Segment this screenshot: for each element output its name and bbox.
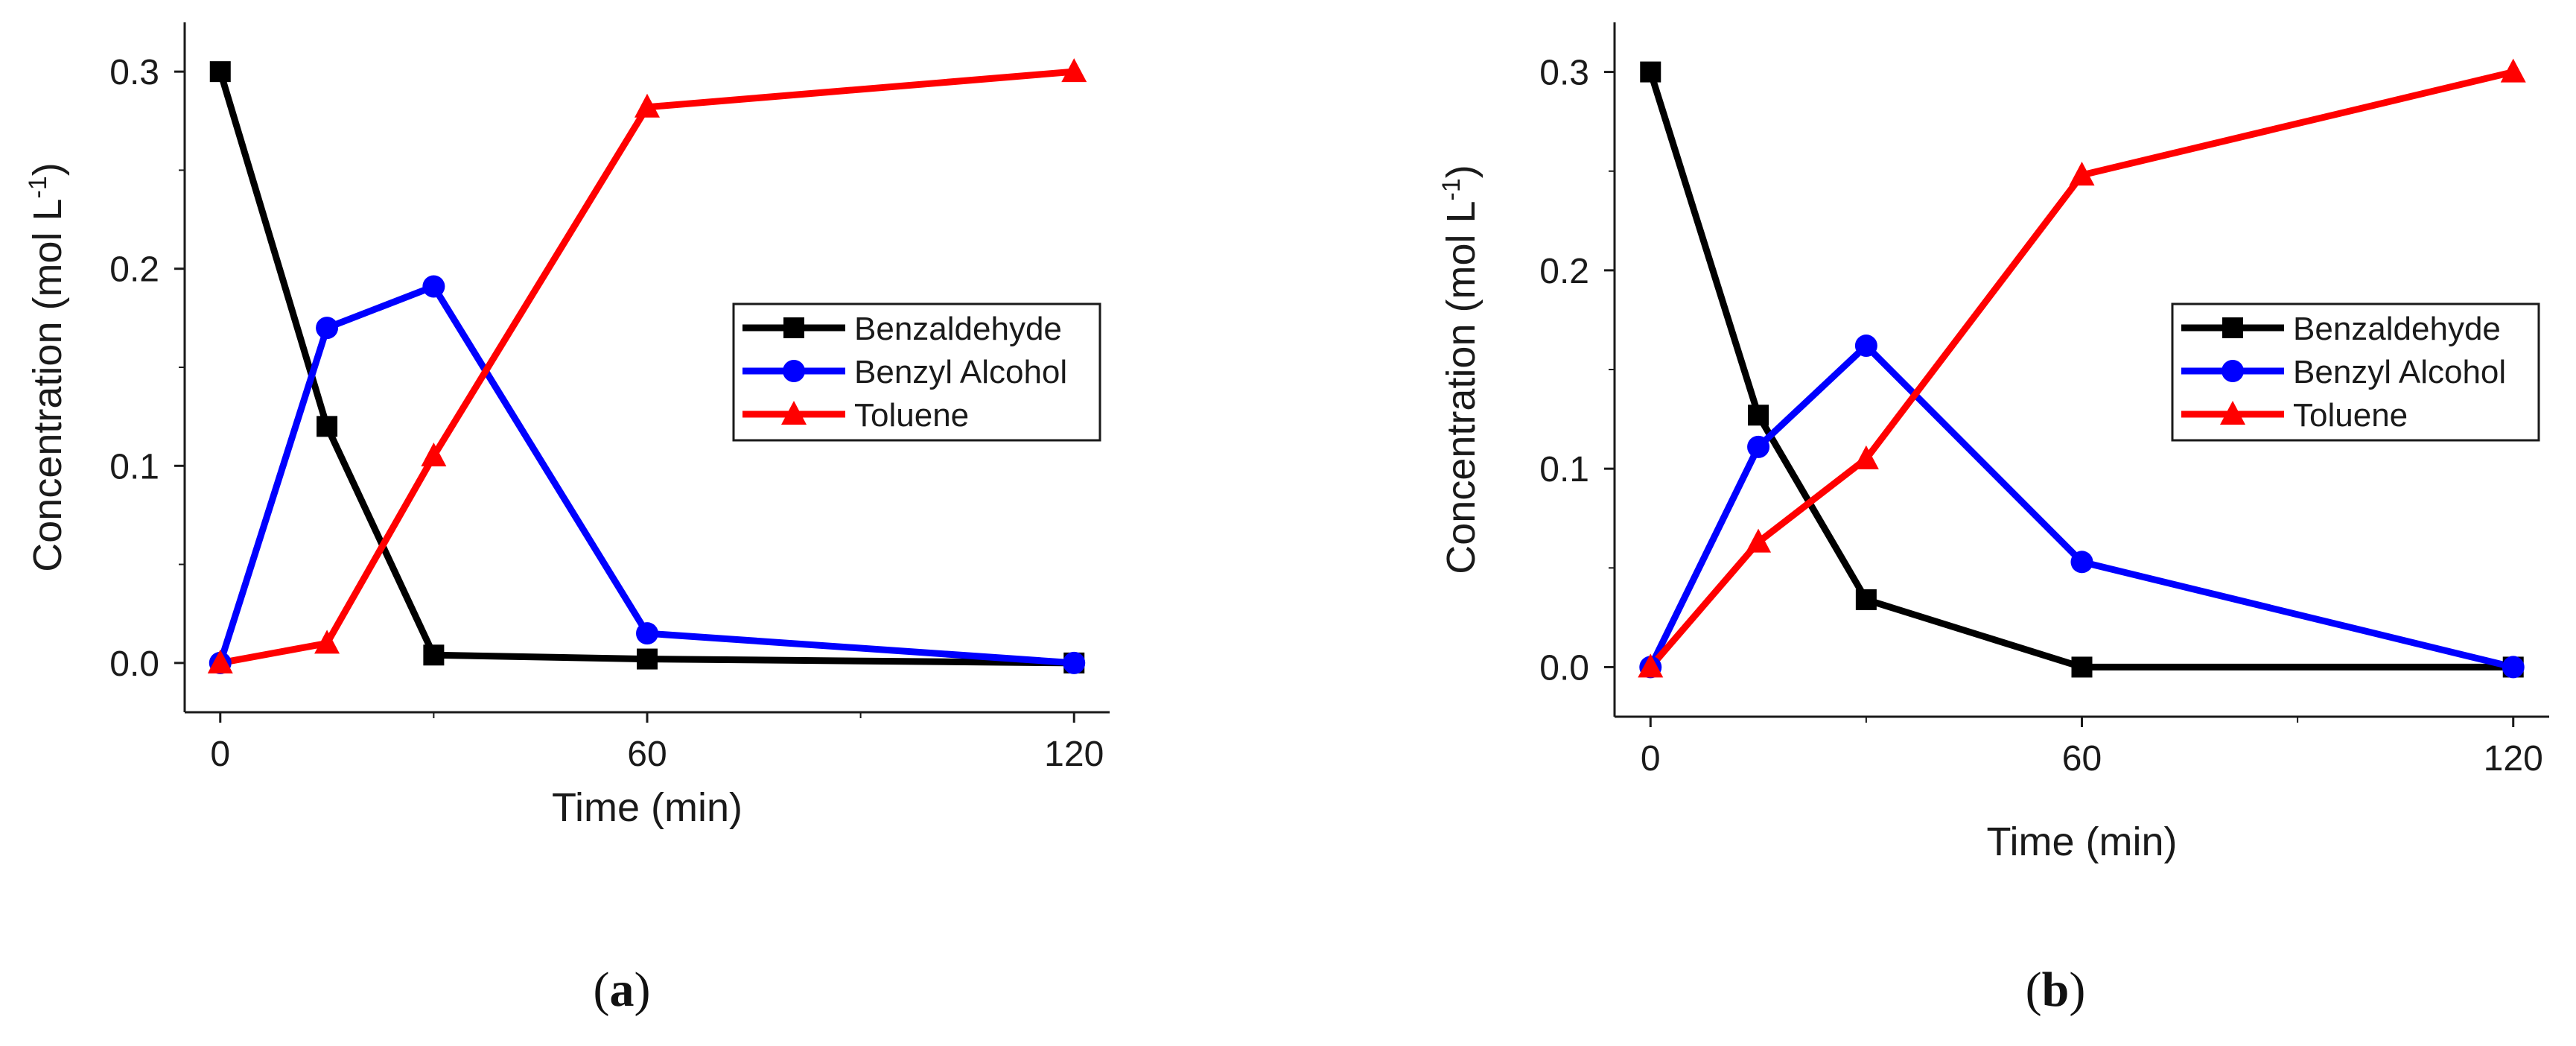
legend-triangle-marker [2220, 401, 2245, 425]
y-axis-title-text: Concentration (mol L [25, 198, 70, 571]
legend-label: Benzaldehyde [854, 311, 1062, 347]
data-point-benzaldehyde [1748, 405, 1769, 426]
legend-triangle-marker [781, 401, 807, 425]
y-axis-title-end: ) [1439, 165, 1483, 178]
y-axis-title-superscript: -1 [1437, 178, 1466, 200]
panel-label: (a) [594, 963, 651, 1017]
data-point-toluene [1061, 58, 1087, 83]
y-tick-label: 0.0 [109, 644, 159, 684]
panel-label-close: ) [2069, 963, 2085, 1017]
data-point-benzyl-alcohol [1854, 335, 1877, 358]
y-axis-title: Concentration (mol L-1) [24, 162, 70, 571]
data-point-toluene [1853, 445, 1879, 469]
data-point-benzaldehyde [423, 644, 445, 666]
legend-label: Benzyl Alcohol [2293, 354, 2506, 390]
data-point-benzaldehyde [209, 61, 231, 83]
y-axis-title: Concentration (mol L-1) [1437, 165, 1483, 574]
chart-panel-a: 0.0 0.1 0.2 0.3 0 60 120 Time (min) Concentratio… [24, 22, 1110, 1017]
y-tick-label: 0.1 [1539, 450, 1589, 489]
x-tick-label: 60 [627, 735, 667, 774]
panel-label-open: ( [2026, 963, 2042, 1017]
legend-label: Toluene [2293, 397, 2408, 434]
panel-label-letter: b [2042, 963, 2070, 1017]
data-point-benzyl-alcohol [636, 622, 658, 645]
legend-square-marker [783, 317, 804, 338]
data-point-benzyl-alcohol [316, 317, 339, 340]
y-tick-label: 0.2 [109, 250, 159, 290]
y-tick-label: 0.0 [1539, 648, 1589, 688]
chart-panel-b: 0.0 0.1 0.2 0.3 0 60 120 Time (min) Concentratio… [1437, 22, 2549, 1017]
data-point-benzyl-alcohol [422, 275, 445, 298]
data-point-toluene [314, 630, 340, 654]
data-point-benzyl-alcohol [1747, 435, 1770, 458]
y-tick-label: 0.2 [1539, 252, 1589, 291]
data-point-benzaldehyde [1855, 589, 1877, 610]
data-point-toluene [635, 93, 660, 118]
legend-circle-marker [2222, 360, 2244, 382]
x-tick-label: 120 [2484, 739, 2543, 779]
data-point-benzyl-alcohol [2502, 656, 2525, 679]
x-tick-label: 60 [2062, 739, 2102, 779]
legend-label: Benzaldehyde [2293, 311, 2501, 347]
legend-square-marker [2222, 317, 2243, 338]
data-point-toluene [421, 443, 447, 467]
x-axis-title: Time (min) [552, 785, 742, 830]
data-point-benzaldehyde [1640, 61, 1661, 83]
panel-label-letter: a [610, 963, 635, 1017]
legend-label: Toluene [854, 397, 969, 434]
data-point-toluene [2500, 58, 2526, 83]
x-axis-title: Time (min) [1987, 820, 2178, 864]
x-tick-label: 0 [1641, 739, 1661, 779]
data-point-toluene [1638, 653, 1664, 678]
data-point-toluene [1746, 528, 1772, 553]
data-point-toluene [2069, 162, 2095, 186]
data-point-benzyl-alcohol [2070, 551, 2093, 574]
data-point-benzaldehyde [2071, 656, 2093, 678]
legend-label: Benzyl Alcohol [854, 354, 1067, 390]
y-tick-label: 0.3 [109, 53, 159, 92]
panel-label-close: ) [635, 963, 651, 1017]
x-tick-label: 0 [210, 735, 230, 774]
panel-label: (b) [2026, 963, 2086, 1017]
data-point-benzyl-alcohol [1063, 651, 1086, 674]
data-point-benzaldehyde [317, 416, 338, 437]
panel-label-open: ( [594, 963, 610, 1017]
y-axis-title-superscript: -1 [24, 176, 52, 198]
y-axis-title-text: Concentration (mol L [1439, 200, 1483, 574]
legend-circle-marker [783, 360, 805, 382]
data-point-toluene [207, 649, 233, 673]
y-tick-label: 0.1 [109, 447, 159, 486]
x-tick-label: 120 [1044, 735, 1104, 774]
y-axis-title-end: ) [25, 162, 70, 176]
y-tick-label: 0.3 [1539, 54, 1589, 93]
data-point-benzaldehyde [637, 648, 658, 670]
